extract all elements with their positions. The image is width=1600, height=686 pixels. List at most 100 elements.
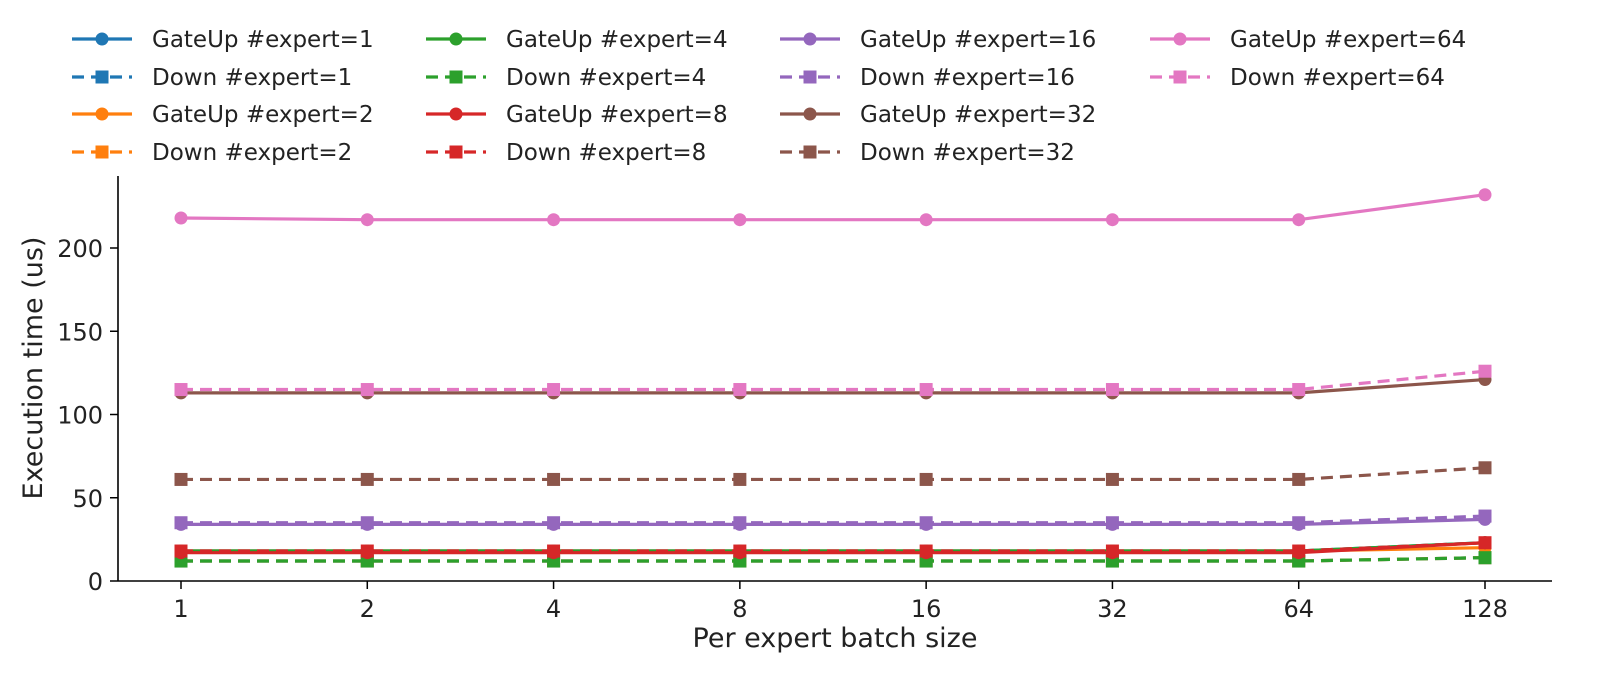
legend-item: GateUp #expert=64 [1150, 27, 1466, 53]
data-point [174, 383, 188, 397]
series-line [181, 514, 1486, 525]
series-line [181, 369, 1486, 392]
data-point [547, 544, 561, 558]
legend-item: Down #expert=64 [1150, 65, 1445, 91]
data-point [174, 472, 188, 486]
x-tick-label: 1 [173, 595, 188, 623]
series-line [181, 556, 1486, 563]
legend-item: GateUp #expert=1 [72, 27, 374, 53]
x-axis-label: Per expert batch size [693, 623, 978, 654]
axes [117, 176, 1552, 582]
data-point [733, 516, 747, 530]
legend-item: Down #expert=16 [780, 65, 1075, 91]
series-line [181, 541, 1486, 555]
legend-item: Down #expert=8 [426, 140, 706, 166]
legend-swatch-marker [95, 70, 109, 84]
data-point [733, 544, 747, 558]
x-tick-label: 8 [732, 595, 747, 623]
legend-item: Down #expert=1 [72, 65, 352, 91]
legend-label: Down #expert=2 [152, 140, 352, 166]
legend-label: GateUp #expert=64 [1230, 27, 1466, 53]
data-point [174, 544, 188, 558]
legend-swatch-marker [449, 145, 463, 159]
data-point [919, 544, 933, 558]
legend-item: GateUp #expert=4 [426, 27, 728, 53]
legend-label: Down #expert=8 [506, 140, 706, 166]
series-line [181, 517, 1486, 526]
legend-item: Down #expert=4 [426, 65, 706, 91]
data-point [1105, 516, 1119, 530]
legend: GateUp #expert=1 Down #expert=1 GateUp #ex… [72, 27, 1466, 166]
legend-label: Down #expert=64 [1230, 65, 1445, 91]
legend-item: GateUp #expert=8 [426, 102, 728, 128]
series-line [180, 193, 1486, 222]
series-12 [174, 188, 1492, 227]
legend-label: GateUp #expert=8 [506, 102, 728, 128]
data-point [1292, 544, 1306, 558]
data-point [547, 383, 561, 397]
x-ticks: 1 2 4 8 16 32 64 128 [173, 581, 1508, 623]
data-point [1478, 188, 1492, 202]
x-tick-label: 32 [1097, 595, 1128, 623]
legend-label: GateUp #expert=16 [860, 27, 1096, 53]
y-tick-label: 50 [72, 485, 103, 513]
series-9 [174, 509, 1492, 530]
legend-swatch-marker [95, 32, 109, 46]
legend-swatch-marker [803, 70, 817, 84]
y-tick-label: 200 [57, 235, 103, 263]
series-layer [174, 188, 1492, 568]
legend-swatch-marker [95, 145, 109, 159]
data-point [174, 516, 188, 530]
legend-item: GateUp #expert=32 [780, 102, 1096, 128]
legend-item: GateUp #expert=2 [72, 102, 374, 128]
legend-label: GateUp #expert=1 [152, 27, 374, 53]
legend-swatch-marker [1173, 70, 1187, 84]
data-point [1292, 383, 1306, 397]
data-point [733, 383, 747, 397]
legend-label: Down #expert=16 [860, 65, 1075, 91]
data-point [1478, 364, 1492, 378]
data-point [360, 544, 374, 558]
data-point [547, 472, 561, 486]
legend-swatch-marker [803, 145, 817, 159]
series-11 [174, 461, 1492, 486]
data-point [547, 213, 561, 227]
legend-swatch-marker [1173, 32, 1187, 46]
legend-label: Down #expert=4 [506, 65, 706, 91]
legend-swatch-marker [95, 107, 109, 121]
data-point [919, 383, 933, 397]
legend-item: Down #expert=32 [780, 140, 1075, 166]
x-tick-label: 16 [911, 595, 942, 623]
data-point [1478, 509, 1492, 523]
legend-label: GateUp #expert=4 [506, 27, 728, 53]
data-point [1292, 213, 1306, 227]
y-axis-label: Execution time (us) [18, 237, 49, 500]
data-point [1105, 213, 1119, 227]
data-point [1105, 472, 1119, 486]
x-tick-label: 2 [360, 595, 375, 623]
data-point [733, 472, 747, 486]
data-point [919, 213, 933, 227]
data-point [547, 516, 561, 530]
legend-swatch-marker [449, 107, 463, 121]
x-tick-label: 4 [546, 595, 561, 623]
legend-item: GateUp #expert=16 [780, 27, 1096, 53]
data-point [174, 211, 188, 225]
data-point [360, 213, 374, 227]
legend-label: GateUp #expert=32 [860, 102, 1096, 128]
legend-label: Down #expert=1 [152, 65, 352, 91]
data-point [360, 516, 374, 530]
x-tick-label: 64 [1283, 595, 1314, 623]
series-13 [174, 364, 1492, 397]
data-point [1292, 472, 1306, 486]
x-tick-label: 128 [1462, 595, 1508, 623]
y-tick-label: 0 [88, 568, 103, 596]
y-tick-label: 150 [57, 318, 103, 346]
series-line [181, 377, 1486, 395]
data-point [1478, 461, 1492, 475]
data-point [1105, 544, 1119, 558]
series-line [181, 541, 1486, 553]
data-point [360, 383, 374, 397]
data-point [733, 213, 747, 227]
